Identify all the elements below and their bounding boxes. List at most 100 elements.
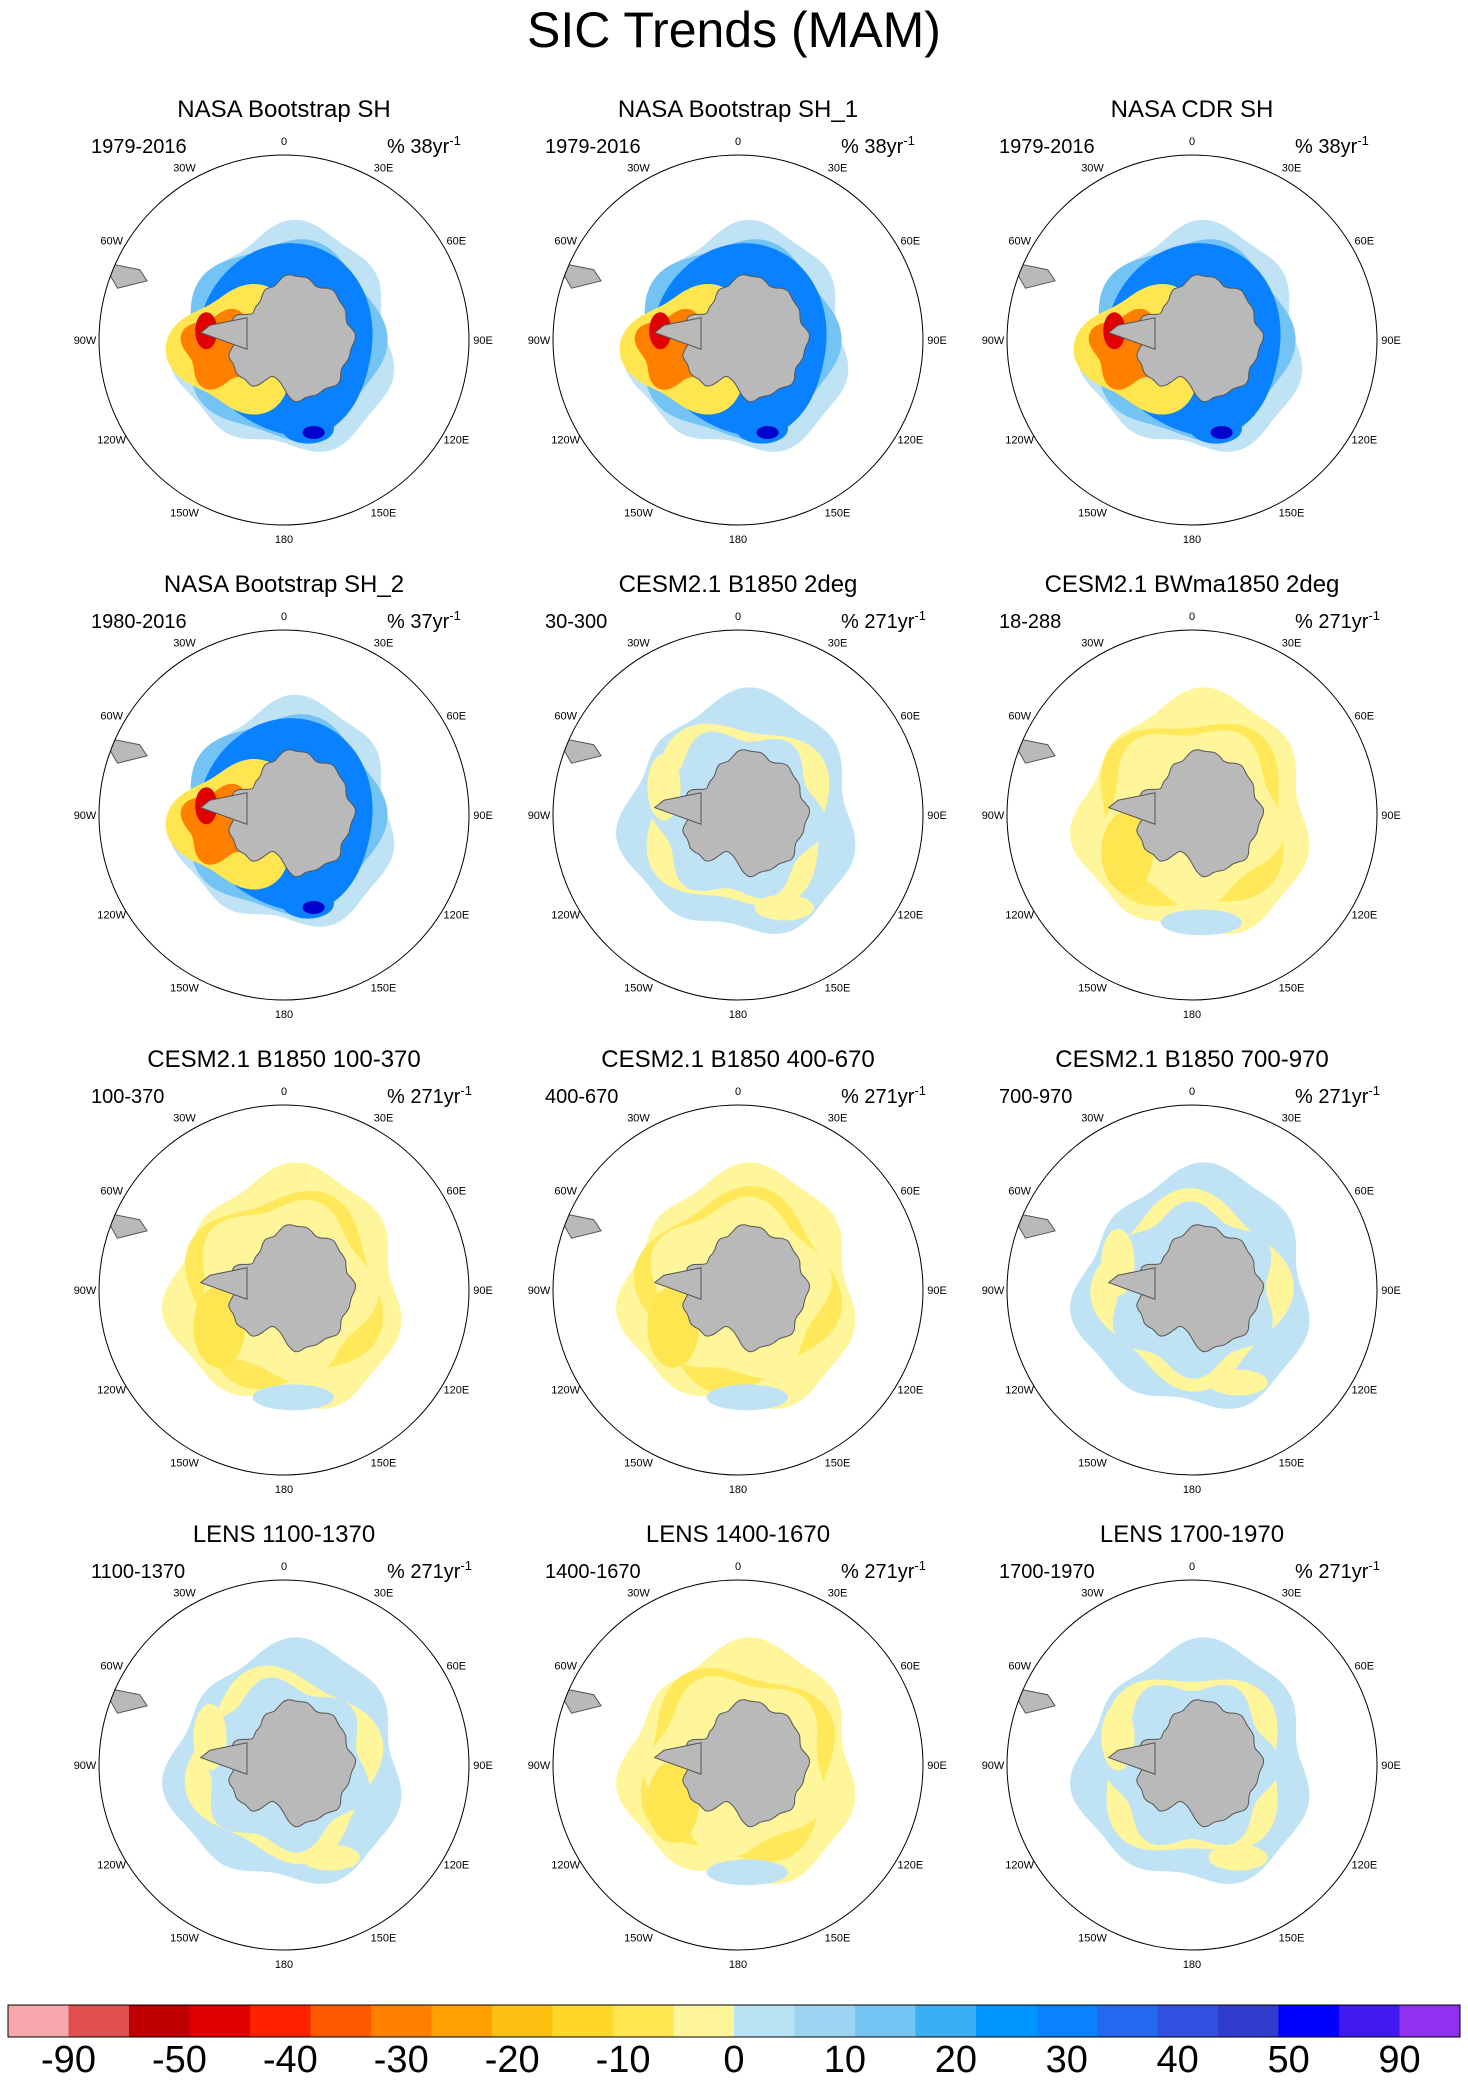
units-exponent: -1 [460,1558,472,1573]
longitude-tick-label: 0 [1189,1561,1195,1573]
map-area [555,1162,856,1411]
panel-units: % 271yr-1 [1295,1083,1380,1108]
antarctic-peninsula [199,1267,248,1300]
south-america-tip [1009,261,1056,289]
longitude-tick-label: 60W [554,236,577,248]
longitude-tick-label: 120E [443,1385,469,1397]
map-panel: CESM2.1 B1850 400-670 400-670 % 271yr-1 0 30… [528,1046,947,1496]
map-boundary [98,629,470,1001]
colorbar-swatch [1278,2005,1340,2037]
colorbar-swatch [129,2005,190,2037]
longitude-tick-label: 150E [371,1932,397,1944]
longitude-tick-label: 90E [473,335,493,347]
longitude-tick-label: 90W [982,1285,1005,1297]
colorbar-swatch [68,2005,130,2037]
longitude-tick-label: 180 [275,1484,293,1496]
longitude-tick-label: 30E [828,1588,848,1600]
panel-title: LENS 1700-1970 [1100,1521,1284,1548]
colorbar-label: -20 [485,2039,540,2081]
antarctica-land [682,1224,811,1353]
longitude-tick-label: 120W [551,1860,580,1872]
panel-units: % 38yr-1 [1295,133,1369,158]
colorbar-label: 30 [1046,2039,1088,2081]
panel-title: CESM2.1 BWma1850 2deg [1045,571,1340,598]
longitude-tick-label: 90W [982,1760,1005,1772]
longitude-tick-label: 30E [374,638,394,650]
units-exponent: -1 [449,608,461,623]
longitude-tick-label: 30W [173,1113,196,1125]
longitude-tick-label: 150W [170,507,199,519]
longitude-tick-label: 150W [624,1457,653,1469]
panel-units: % 37yr-1 [387,608,461,633]
antarctica-land [228,1224,357,1353]
panel-period: 1979-2016 [999,136,1095,158]
panel-period: 18-288 [999,611,1061,633]
longitude-tick-label: 60E [447,711,467,723]
map-panel: CESM2.1 B1850 700-970 700-970 % 271yr-1 0 30… [982,1046,1401,1496]
longitude-tick-label: 180 [275,1009,293,1021]
longitude-tick-label: 30W [173,638,196,650]
panel-period: 400-670 [545,1086,618,1108]
longitude-tick-label: 60W [100,236,123,248]
colorbar-label: -50 [152,2039,207,2081]
colorbar-swatch [1036,2005,1098,2037]
longitude-tick-label: 150W [1078,1457,1107,1469]
panel-title: LENS 1100-1370 [193,1521,375,1548]
map-panel: CESM2.1 BWma1850 2deg 18-288 % 271yr-1 0 30E… [982,571,1401,1021]
panel-units: % 271yr-1 [1295,608,1380,633]
panel-period: 30-300 [545,611,607,633]
trend-positive-max [302,426,325,439]
longitude-tick-label: 150W [170,982,199,994]
longitude-tick-label: 120E [897,1385,923,1397]
colorbar-swatch [310,2005,372,2037]
colorbar: -90 -50 -40 -30 -20 -10 0 10 20 30 40 50 90 [7,2004,1461,2081]
longitude-tick-label: 90W [74,810,97,822]
units-exponent: -1 [1368,1083,1380,1098]
colorbar-swatch [552,2005,614,2037]
longitude-tick-label: 150W [1078,1932,1107,1944]
longitude-tick-label: 30E [374,163,394,175]
longitude-tick-label: 60E [1355,1661,1375,1673]
colorbar-label: -40 [263,2039,318,2081]
trend-patch [754,894,814,921]
colorbar-swatch [915,2005,977,2037]
longitude-tick-label: 30E [374,1113,394,1125]
longitude-tick-label: 30W [1081,638,1104,650]
map-area [555,687,856,934]
longitude-tick-label: 30E [1282,638,1302,650]
longitude-tick-label: 0 [735,611,741,623]
longitude-tick-label: 90E [1381,335,1401,347]
trend-patch-blue [252,1384,334,1411]
map-boundary [1006,1579,1378,1951]
colorbar-label: 20 [935,2039,977,2081]
panel-period: 1400-1670 [545,1561,641,1583]
antarctic-peninsula [199,317,248,350]
longitude-tick-label: 30E [1282,1113,1302,1125]
trend-positive-max [756,426,779,439]
colorbar-swatch [8,2005,69,2037]
longitude-tick-label: 150E [1279,507,1305,519]
map-panel: CESM2.1 B1850 2deg 30-300 % 271yr-1 0 30E 60E… [528,571,947,1021]
units-exponent: -1 [914,1083,926,1098]
longitude-tick-label: 0 [1189,611,1195,623]
map-area [1009,1162,1310,1409]
south-america-tip [555,1211,602,1239]
longitude-tick-label: 150E [1279,982,1305,994]
colorbar-swatch [1218,2005,1279,2037]
panel-units: % 271yr-1 [841,608,926,633]
longitude-tick-label: 60W [100,1661,123,1673]
longitude-tick-label: 120E [1351,1385,1377,1397]
map-panel: LENS 1100-1370 1100-1370 % 271yr-1 0 30E 60E 9… [74,1521,493,1971]
antarctic-peninsula [199,792,248,825]
longitude-tick-label: 60W [554,1661,577,1673]
panel-units: % 271yr-1 [387,1083,472,1108]
longitude-tick-label: 120E [897,1860,923,1872]
longitude-tick-label: 180 [1183,1009,1201,1021]
longitude-tick-label: 150E [825,1457,851,1469]
longitude-tick-label: 150W [624,982,653,994]
units-exponent: -1 [914,1558,926,1573]
antarctica-land [682,749,811,878]
longitude-tick-label: 90W [528,810,551,822]
panel-title: CESM2.1 B1850 2deg [619,571,858,598]
